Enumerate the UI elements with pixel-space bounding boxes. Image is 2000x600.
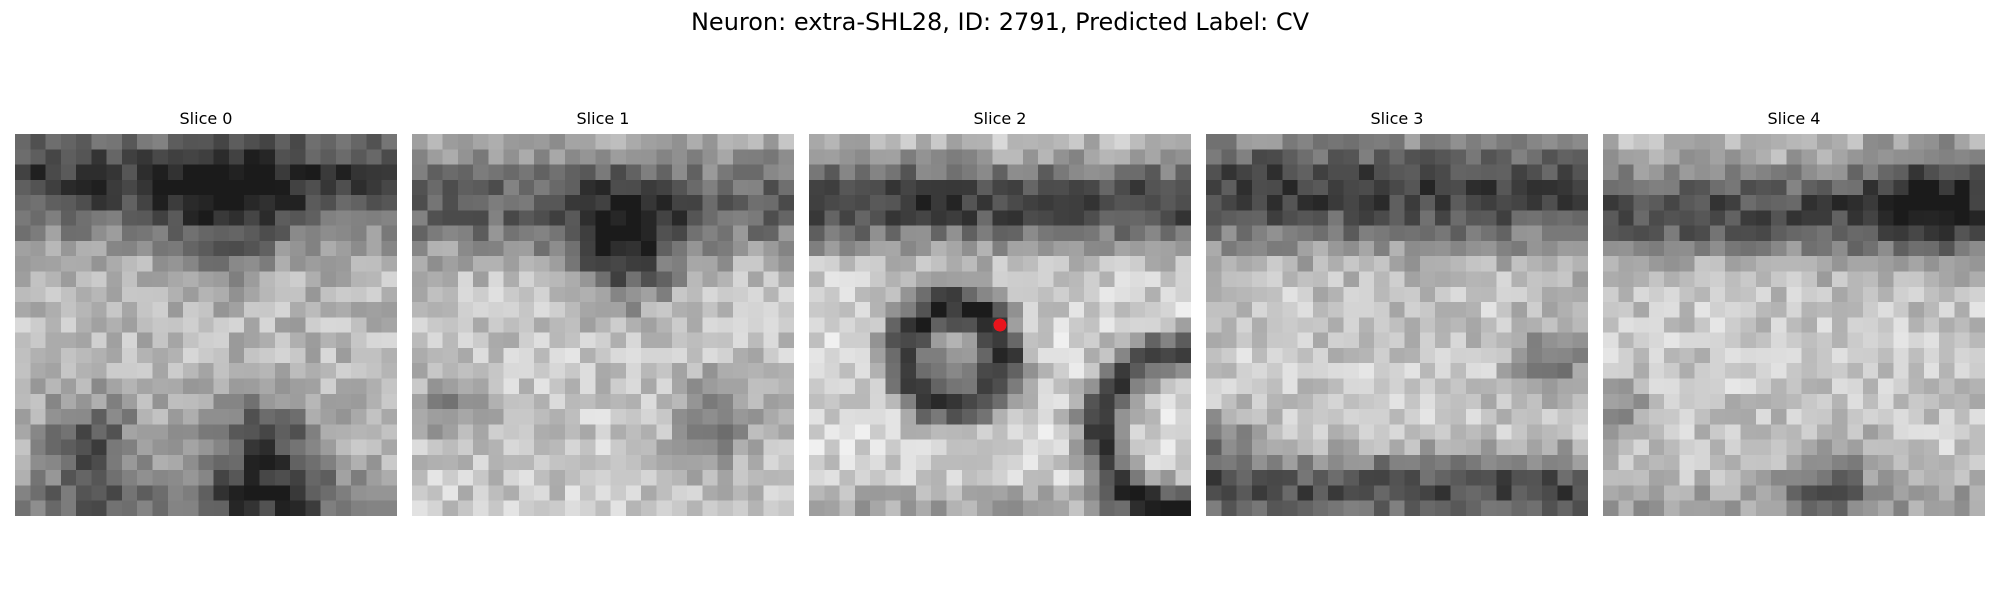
slice-1-image bbox=[412, 134, 794, 516]
slice-4-title: Slice 4 bbox=[1767, 109, 1821, 128]
slice-2-title: Slice 2 bbox=[973, 109, 1027, 128]
slice-0-mosaic bbox=[15, 134, 397, 516]
slice-0-image bbox=[15, 134, 397, 516]
slice-1-title: Slice 1 bbox=[576, 109, 630, 128]
slice-1-mosaic bbox=[412, 134, 794, 516]
slice-2-mosaic bbox=[809, 134, 1191, 516]
slice-0-title: Slice 0 bbox=[179, 109, 233, 128]
slice-4-image bbox=[1603, 134, 1985, 516]
slice-2-image bbox=[809, 134, 1191, 516]
slice-4-mosaic bbox=[1603, 134, 1985, 516]
slice-3-image bbox=[1206, 134, 1588, 516]
slice-3-mosaic bbox=[1206, 134, 1588, 516]
slice-3-title: Slice 3 bbox=[1370, 109, 1424, 128]
figure-title: Neuron: extra-SHL28, ID: 2791, Predicted… bbox=[690, 8, 1310, 36]
center-marker bbox=[993, 318, 1007, 332]
